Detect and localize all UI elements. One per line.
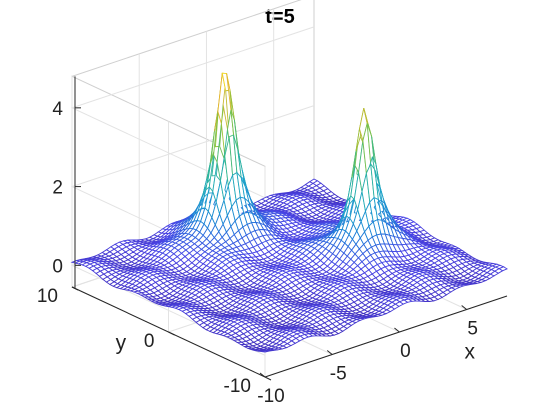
surface-mesh <box>70 72 508 353</box>
z-tick-label: 2 <box>52 178 63 199</box>
x-tick-mark <box>461 305 467 310</box>
y-tick-mark <box>168 331 175 336</box>
z-tick-label: 4 <box>52 99 63 120</box>
x-tick-mark <box>394 327 400 333</box>
y-tick-label: 10 <box>37 286 58 307</box>
x-tick-label: 0 <box>400 341 411 362</box>
y-tick-mark <box>264 376 272 381</box>
x-tick-label: -10 <box>257 386 284 407</box>
x-tick-mark <box>259 372 266 378</box>
x-tick-label: 5 <box>467 319 478 340</box>
y-tick-label: -10 <box>224 376 251 397</box>
y-tick-label: 0 <box>144 331 155 352</box>
chart-title: t=5 <box>265 6 295 28</box>
z-gridline <box>70 26 315 199</box>
x-axis-label: x <box>465 341 476 364</box>
z-tick-label: 0 <box>52 256 63 277</box>
mesh-cell <box>498 266 508 272</box>
x-tick-mark <box>326 350 333 355</box>
y-axis-label: y <box>116 332 127 355</box>
axis-ticks: 0 2 4 -10 0 10 y -10 -5 0 5x <box>37 76 508 407</box>
x-tick-label: -5 <box>330 364 347 385</box>
y-tick-mark <box>71 286 79 291</box>
